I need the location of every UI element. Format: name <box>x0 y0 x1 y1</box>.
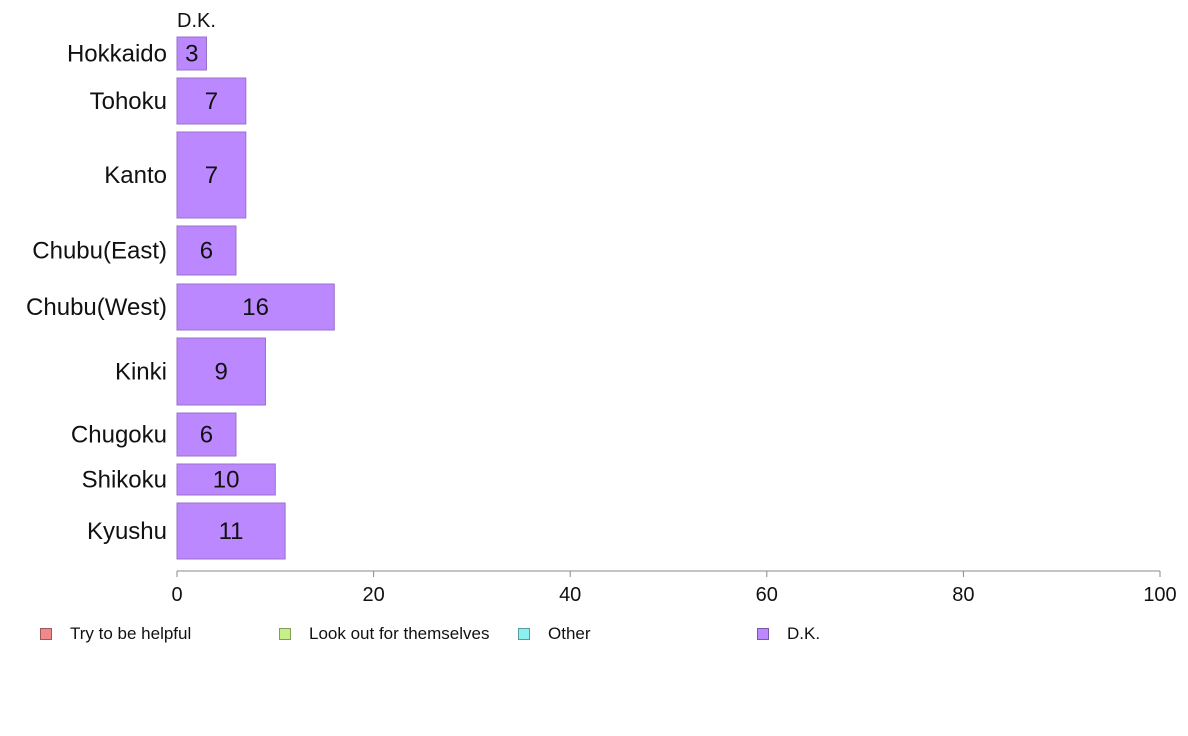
category-label-chubu-west: Chubu(West) <box>26 294 167 321</box>
legend-label-try-to-be-helpful: Try to be helpful <box>70 624 192 643</box>
category-label-kanto: Kanto <box>104 162 167 189</box>
legend-swatch-look-out-for-themselves <box>279 628 291 640</box>
stacked-bar-chart: D.K. Hokkaido 3 Tohoku 7 Kanto 7 Chubu(East) 6 Ch… <box>26 10 1177 606</box>
category-label-chugoku: Chugoku <box>71 422 167 449</box>
legend-label-look-out-for-themselves: Look out for themselves <box>309 624 490 643</box>
bar-d-k-tohoku <box>176 77 247 125</box>
bar-d-k-hokkaido <box>176 36 207 71</box>
bar-d-k-chubu-east <box>176 225 237 276</box>
data-label-tohoku: 7 <box>205 88 218 115</box>
bar-d-k-kyushu <box>176 502 286 560</box>
x-tick-label-60: 60 <box>756 584 778 606</box>
legend-label-dk: D.K. <box>787 624 821 643</box>
legend-swatch-dk <box>757 628 769 640</box>
data-label-chubu-west: 16 <box>242 294 269 321</box>
bar-d-k-chugoku <box>176 412 237 457</box>
data-label-chubu-east: 6 <box>200 238 213 265</box>
legend-swatch-other <box>518 628 530 640</box>
legend-item-try-to-be-helpful: Try to be helpful <box>40 624 191 644</box>
data-label-shikoku: 10 <box>213 467 240 494</box>
category-label-kinki: Kinki <box>115 359 167 386</box>
data-label-kanto: 7 <box>205 162 218 189</box>
legend-item-look-out-for-themselves: Look out for themselves <box>279 624 489 644</box>
x-tick-label-80: 80 <box>952 584 974 606</box>
x-tick-label-40: 40 <box>559 584 581 606</box>
bar-d-k-chubu-west <box>176 283 335 331</box>
bar-d-k-kanto <box>176 131 247 219</box>
bar-d-k-shikoku <box>176 463 276 496</box>
category-label-shikoku: Shikoku <box>82 467 167 494</box>
x-tick-label-0: 0 <box>171 584 182 606</box>
legend-item-other: Other <box>518 624 591 644</box>
data-label-chugoku: 6 <box>200 422 213 449</box>
category-label-kyushu: Kyushu <box>87 518 167 545</box>
x-tick-label-20: 20 <box>362 584 384 606</box>
x-tick-label-100: 100 <box>1143 584 1176 606</box>
category-label-hokkaido: Hokkaido <box>67 41 167 68</box>
column-label-dk: D.K. <box>177 10 216 32</box>
legend-item-dk: D.K. <box>757 624 820 644</box>
chart-legend: Try to be helpful Look out for themselve… <box>0 620 1188 650</box>
data-label-kinki: 9 <box>215 359 228 386</box>
data-label-kyushu: 11 <box>219 518 244 545</box>
category-label-tohoku: Tohoku <box>90 88 167 115</box>
bar-d-k-kinki <box>176 337 266 406</box>
legend-label-other: Other <box>548 624 591 643</box>
legend-swatch-try-to-be-helpful <box>40 628 52 640</box>
data-label-hokkaido: 3 <box>185 41 198 68</box>
category-label-chubu-east: Chubu(East) <box>32 238 167 265</box>
